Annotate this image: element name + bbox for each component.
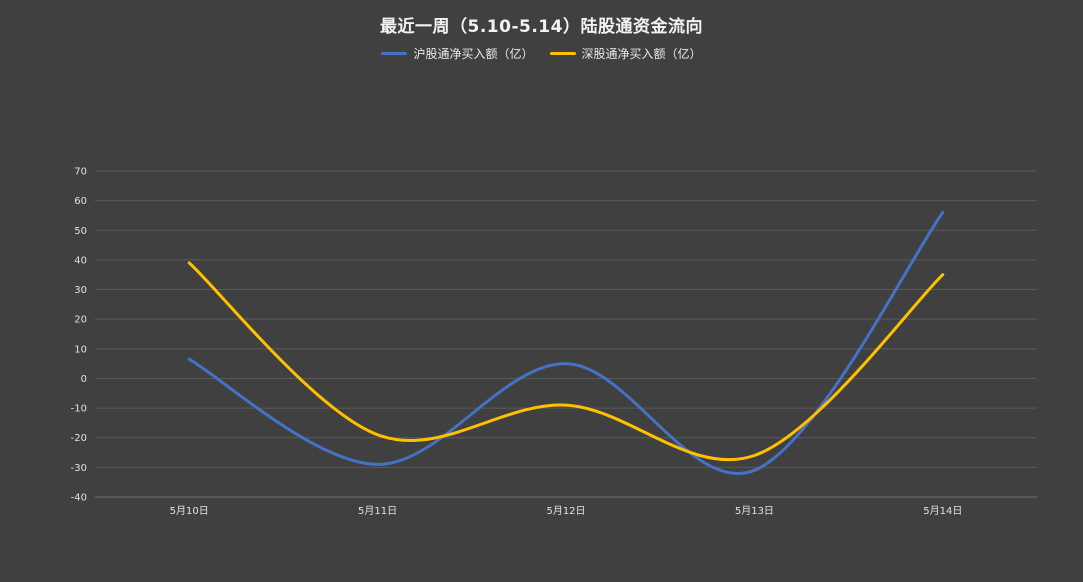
data-point-0-0[interactable] [185, 355, 193, 363]
series-line-1[interactable] [187, 261, 945, 462]
y-tick-label: 60 [74, 196, 87, 207]
data-point-1-0[interactable] [185, 259, 193, 267]
x-tick-label: 5月13日 [735, 505, 774, 517]
y-tick-label: -40 [71, 493, 87, 504]
y-tick-label: 40 [74, 255, 87, 266]
y-tick-label: 30 [74, 285, 87, 296]
series-line-0[interactable] [187, 210, 945, 475]
y-tick-label: -20 [71, 433, 87, 444]
legend-swatch-sh [381, 52, 408, 55]
data-point-0-1[interactable] [374, 460, 382, 468]
legend-swatch-sz [549, 52, 576, 55]
y-tick-label: 70 [74, 167, 87, 178]
chart-title: 最近一周（5.10-5.14）陆股通资金流向 [380, 17, 703, 37]
y-tick-label: -10 [71, 404, 87, 415]
x-tick-label: 5月11日 [358, 505, 397, 517]
data-point-1-1[interactable] [374, 431, 382, 439]
data-point-1-3[interactable] [750, 452, 758, 460]
x-tick-label: 5月10日 [170, 505, 209, 517]
x-tick-label: 5月14日 [923, 505, 962, 517]
y-tick-label: 20 [74, 315, 87, 326]
data-point-1-4[interactable] [939, 271, 947, 279]
y-tick-label: 10 [74, 344, 87, 355]
legend-item-sz[interactable]: 深股通净买入额（亿） [549, 45, 702, 62]
x-axis-ticks: 5月10日 5月11日 5月12日 5月13日 5月14日 [170, 505, 963, 517]
y-tick-label: -30 [71, 463, 87, 474]
y-tick-label: 0 [81, 374, 87, 385]
data-point-0-2[interactable] [562, 360, 570, 368]
data-point-0-3[interactable] [750, 466, 758, 474]
data-point-1-2[interactable] [562, 401, 570, 409]
legend: 沪股通净买入额（亿） 深股通净买入额（亿） [0, 45, 1083, 62]
data-point-0-4[interactable] [939, 208, 947, 216]
legend-item-sh[interactable]: 沪股通净买入额（亿） [381, 45, 534, 62]
y-axis-ticks: -40 -30 -20 -10 0 10 20 30 40 50 60 70 [71, 167, 87, 504]
y-tick-label: 50 [74, 226, 87, 237]
x-tick-label: 5月12日 [546, 505, 585, 517]
legend-label-sh: 沪股通净买入额（亿） [413, 47, 534, 61]
series-layer [185, 208, 947, 475]
grid-layer [95, 170, 1037, 498]
legend-label-sz: 深股通净买入额（亿） [581, 47, 702, 61]
